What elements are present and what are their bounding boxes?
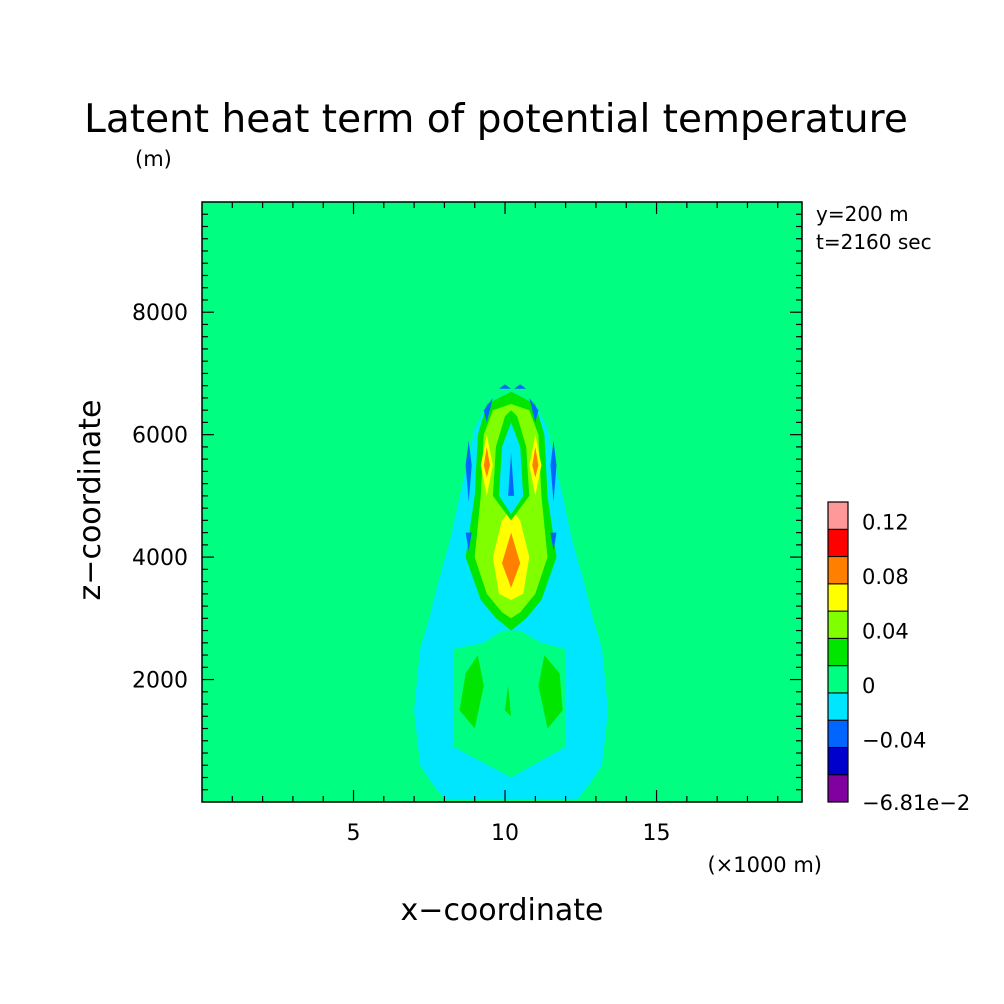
y-tick-label: 4000 <box>132 546 188 571</box>
contour-region-19 <box>499 384 512 389</box>
plot-axes <box>201 201 803 803</box>
colorbar-swatch <box>827 637 849 667</box>
y-tick-label: 2000 <box>132 669 188 694</box>
contour-region-16 <box>550 532 557 551</box>
contour-region-18 <box>529 397 539 423</box>
y-tick-labels: 2000 4000 6000 8000 <box>132 301 188 693</box>
contour-region-23 <box>505 685 512 717</box>
colorbar: −6.81e−2 −0.04 0 0.04 0.08 0.12 <box>827 501 970 815</box>
colorbar-label: 0.12 <box>862 510 909 534</box>
contour-region-21 <box>459 655 484 729</box>
colorbar-label: −0.04 <box>862 728 926 752</box>
x-unit-label: (×1000 m) <box>707 853 822 877</box>
x-tick-label: 5 <box>347 821 361 846</box>
colorbar-label: −6.81e−2 <box>862 791 970 815</box>
colorbar-swatch <box>827 692 849 721</box>
contour-region-17 <box>483 397 493 423</box>
contour-region-12 <box>508 453 515 496</box>
contour-region-5 <box>502 532 521 588</box>
chart-title: Latent heat term of potential temperatur… <box>84 97 908 142</box>
colorbar-swatch <box>827 583 849 612</box>
colorbar-swatch <box>827 665 849 694</box>
annotation-t: t=2160 sec <box>816 230 932 254</box>
contour-region-14 <box>550 440 557 502</box>
colorbar-label: 0 <box>862 674 875 698</box>
y-tick-label: 6000 <box>132 424 188 449</box>
x-tick-label: 15 <box>643 821 671 846</box>
annotation-y: y=200 m <box>816 202 909 226</box>
x-tick-label: 10 <box>491 821 519 846</box>
colorbar-label: 0.08 <box>862 565 909 589</box>
contour-region-9 <box>532 446 539 478</box>
colorbar-swatch <box>827 556 849 585</box>
contour-region-20 <box>514 384 527 389</box>
colorbar-swatch <box>827 774 849 803</box>
colorbar-label: 0.04 <box>862 619 909 643</box>
colorbar-swatch <box>827 528 849 558</box>
y-unit-label: (m) <box>135 147 172 171</box>
colorbar-swatch <box>827 610 849 639</box>
y-tick-label: 8000 <box>132 301 188 326</box>
contour-field <box>202 202 802 802</box>
contour-region-13 <box>465 440 472 502</box>
y-axis-label: z−coordinate <box>73 400 108 601</box>
colorbar-swatch <box>827 719 849 748</box>
plot-frame <box>201 201 803 803</box>
contour-region-7 <box>483 446 490 478</box>
x-tick-labels: 5 10 15 <box>347 821 671 846</box>
contour-region-15 <box>465 532 472 551</box>
colorbar-frame <box>827 501 849 803</box>
colorbar-swatch <box>827 746 849 776</box>
colorbar-swatch <box>827 501 849 530</box>
x-axis-label: x−coordinate <box>401 893 604 928</box>
contour-region-22 <box>538 655 563 729</box>
